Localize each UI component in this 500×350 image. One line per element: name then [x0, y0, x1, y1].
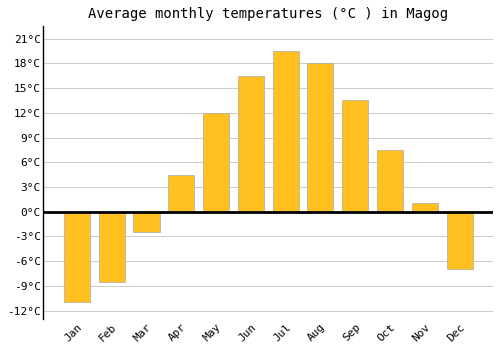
Bar [412, 203, 438, 212]
Bar [446, 212, 472, 270]
Bar [134, 212, 160, 232]
Bar [98, 212, 125, 282]
Bar [272, 51, 298, 212]
Bar [203, 113, 229, 212]
Bar [377, 150, 403, 212]
Bar [238, 76, 264, 212]
Bar [308, 63, 334, 212]
Bar [342, 100, 368, 212]
Title: Average monthly temperatures (°C ) in Magog: Average monthly temperatures (°C ) in Ma… [88, 7, 449, 21]
Bar [168, 175, 194, 212]
Bar [64, 212, 90, 302]
